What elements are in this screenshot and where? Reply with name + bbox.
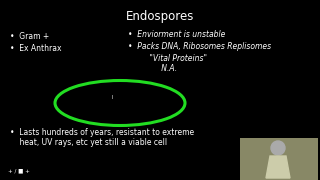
Text: N.A.: N.A. — [128, 64, 177, 73]
Text: l: l — [111, 95, 113, 100]
Text: •  Enviorment is unstable: • Enviorment is unstable — [128, 30, 225, 39]
Text: •  Lasts hundreds of years, resistant to extreme: • Lasts hundreds of years, resistant to … — [10, 128, 194, 137]
Text: Endospores: Endospores — [126, 10, 194, 23]
Bar — [240, 138, 318, 180]
Text: •  Gram +: • Gram + — [10, 32, 49, 41]
Text: •  Ex Anthrax: • Ex Anthrax — [10, 44, 61, 53]
Polygon shape — [266, 156, 290, 178]
Text: + / ■ +: + / ■ + — [8, 168, 30, 173]
Text: "Vital Proteins": "Vital Proteins" — [128, 54, 207, 63]
Circle shape — [271, 141, 285, 155]
Text: heat, UV rays, etc yet still a viable cell: heat, UV rays, etc yet still a viable ce… — [10, 138, 167, 147]
Text: •  Packs DNA, Ribosomes Replisomes: • Packs DNA, Ribosomes Replisomes — [128, 42, 271, 51]
